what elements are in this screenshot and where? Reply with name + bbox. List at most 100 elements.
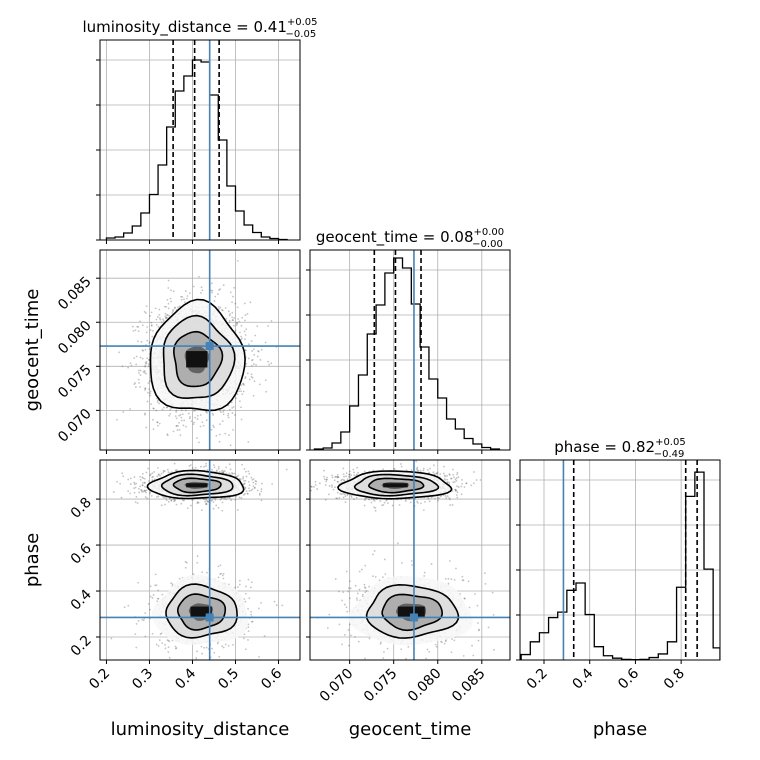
scatter-point <box>129 477 132 480</box>
histogram-bin <box>167 127 176 240</box>
scatter-point <box>158 308 161 311</box>
scatter-point <box>240 390 242 393</box>
scatter-point <box>225 317 228 320</box>
scatter-point <box>120 496 123 499</box>
scatter-point <box>144 365 147 368</box>
scatter-point <box>318 482 321 485</box>
scatter-point <box>143 477 146 480</box>
scatter-point <box>460 485 463 488</box>
scatter-point <box>141 472 144 475</box>
density-core <box>186 351 208 368</box>
scatter-point <box>122 475 125 478</box>
scatter-point <box>456 473 458 476</box>
scatter-point <box>247 493 249 495</box>
scatter-point <box>230 499 233 502</box>
histogram-bin <box>341 432 350 450</box>
scatter-point <box>152 428 155 431</box>
scatter-point <box>174 306 176 309</box>
scatter-point <box>176 429 179 431</box>
scatter-point <box>210 428 213 431</box>
scatter-point <box>134 382 137 384</box>
scatter-point <box>238 331 241 334</box>
scatter-point <box>252 363 255 365</box>
scatter-point <box>285 468 288 471</box>
scatter-point <box>222 572 225 575</box>
scatter-point <box>230 401 233 404</box>
scatter-point <box>186 295 189 297</box>
scatter-point <box>178 414 180 417</box>
scatter-point <box>143 310 146 313</box>
scatter-point <box>178 421 180 424</box>
scatter-point <box>147 382 150 384</box>
scatter-point <box>323 469 325 472</box>
scatter-point <box>127 490 130 493</box>
scatter-point <box>258 383 261 386</box>
scatter-point <box>164 643 166 646</box>
scatter-point <box>233 286 236 289</box>
scatter-point <box>139 386 141 388</box>
scatter-point <box>221 309 224 312</box>
scatter-point <box>156 401 159 403</box>
contour-line <box>162 314 236 400</box>
scatter-point <box>249 586 252 589</box>
scatter-point <box>201 652 203 655</box>
scatter-point <box>179 661 181 663</box>
scatter-point <box>252 481 255 484</box>
scatter-point <box>245 475 248 478</box>
scatter-point <box>133 483 136 486</box>
scatter-point <box>415 460 418 463</box>
scatter-point <box>221 574 224 577</box>
scatter-point <box>239 387 241 390</box>
panel-frame <box>309 249 511 451</box>
scatter-point <box>270 320 273 322</box>
scatter-point <box>310 489 312 492</box>
scatter-point <box>157 474 160 476</box>
scatter-point <box>205 465 207 467</box>
scatter-point <box>212 501 215 503</box>
scatter-point <box>147 467 150 470</box>
scatter-point <box>221 469 224 472</box>
scatter-point <box>254 486 256 489</box>
scatter-point <box>221 420 224 423</box>
scatter-point <box>149 491 152 493</box>
scatter-point <box>162 318 164 321</box>
scatter-point <box>218 470 221 473</box>
scatter-point <box>143 489 146 492</box>
scatter-point <box>243 633 246 636</box>
panel-title: geocent_time = 0.08+0.00 −0.00 <box>316 227 504 250</box>
scatter-point <box>237 474 240 477</box>
scatter-point <box>416 469 419 472</box>
scatter-point <box>138 382 140 384</box>
scatter-point <box>196 502 199 504</box>
histogram-bin <box>473 444 482 450</box>
scatter-point <box>164 315 167 318</box>
scatter-point <box>224 432 227 435</box>
scatter-point <box>150 324 153 327</box>
scatter-point <box>221 497 223 500</box>
scatter-point <box>158 639 161 642</box>
scatter-point <box>160 321 163 324</box>
scatter-point <box>234 586 236 589</box>
scatter-point <box>210 282 213 285</box>
histogram-bin <box>175 91 184 240</box>
scatter-point <box>240 497 243 499</box>
scatter-point <box>151 597 154 599</box>
histogram-bin <box>141 213 150 240</box>
scatter-point <box>121 365 124 368</box>
scatter-point <box>141 618 144 621</box>
scatter-point <box>223 409 225 411</box>
scatter-point <box>135 482 138 485</box>
scatter-point <box>168 314 171 317</box>
scatter-point <box>167 639 170 642</box>
scatter-point <box>243 330 246 333</box>
scatter-point <box>373 500 376 502</box>
scatter-point <box>215 470 218 473</box>
scatter-point <box>239 478 242 481</box>
scatter-point <box>199 425 202 428</box>
scatter-point <box>148 348 151 351</box>
scatter-point <box>217 565 220 568</box>
scatter-point <box>135 646 138 649</box>
scatter-point <box>433 464 435 467</box>
scatter-point <box>244 314 247 316</box>
scatter-point <box>127 604 130 607</box>
